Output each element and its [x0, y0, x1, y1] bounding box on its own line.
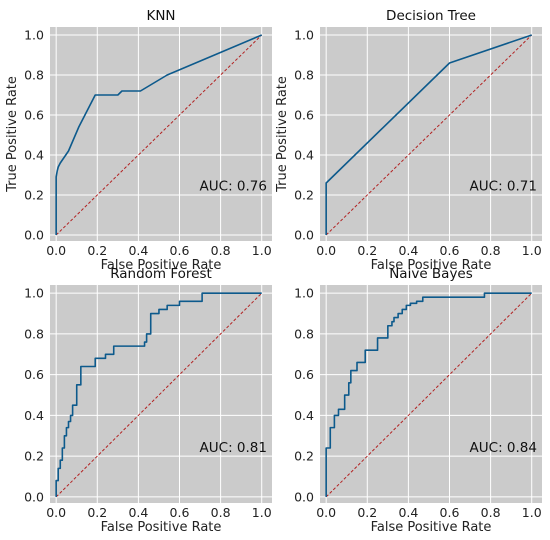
knn-y-tick-label: 0.8	[24, 68, 44, 83]
decision-tree-y-tick-label: 0.0	[294, 228, 314, 243]
knn-panel: 0.0 0.2 0.4 0.6 0.8 1.0 0.0 0.2 0.4 0.6 0.8 1.0 KNN F…	[5, 8, 272, 273]
knn-title: KNN	[146, 8, 175, 24]
random-forest-x-tick-label: 0.0	[46, 505, 66, 520]
decision-tree-x-tick-label: 0.0	[316, 243, 336, 258]
naive-bayes-x-axis-label: False Positive Rate	[371, 520, 492, 535]
naive-bayes-x-tick-label: 1.0	[522, 505, 542, 520]
random-forest-title: Random Forest	[110, 266, 212, 282]
naive-bayes-panel: 0.0 0.2 0.4 0.6 0.8 1.0 0.0 0.2 0.4 0.6 0.8 1.0 Naiv…	[294, 266, 542, 535]
knn-y-tick-label: 0.2	[24, 188, 44, 203]
decision-tree-y-tick-label: 0.4	[294, 148, 314, 163]
decision-tree-title: Decision Tree	[386, 8, 476, 24]
random-forest-x-tick-label: 0.4	[128, 505, 148, 520]
random-forest-x-tick-label: 0.8	[211, 505, 231, 520]
knn-y-tick-label: 0.6	[24, 108, 44, 123]
knn-x-tick-label: 0.6	[170, 243, 190, 258]
decision-tree-x-tick-label: 0.8	[481, 243, 501, 258]
naive-bayes-y-tick-label: 0.2	[294, 449, 314, 464]
naive-bayes-diagonal-line	[325, 292, 533, 498]
knn-y-axis-label: True Positive Rate	[5, 76, 20, 193]
naive-bayes-roc-curve	[325, 292, 532, 497]
naive-bayes-plot-area	[320, 285, 542, 503]
decision-tree-x-tick-label: 0.6	[440, 243, 460, 258]
naive-bayes-y-tick-label: 0.6	[294, 367, 314, 382]
random-forest-y-tick-label: 0.2	[24, 449, 44, 464]
naive-bayes-y-tick-label: 1.0	[294, 286, 314, 301]
knn-y-tick-label: 0.0	[24, 228, 44, 243]
naive-bayes-y-tick-label: 0.8	[294, 326, 314, 341]
naive-bayes-x-tick-label: 0.2	[357, 505, 377, 520]
decision-tree-auc-label: AUC: 0.71	[470, 179, 537, 195]
decision-tree-panel: 0.0 0.2 0.4 0.6 0.8 1.0 0.0 0.2 0.4 0.6 0.8 1.0 Deci…	[275, 8, 542, 273]
decision-tree-diagonal-line	[325, 34, 533, 236]
random-forest-y-tick-label: 1.0	[24, 286, 44, 301]
knn-y-tick-label: 0.4	[24, 148, 44, 163]
random-forest-auc-label: AUC: 0.81	[200, 440, 267, 456]
decision-tree-y-tick-label: 0.2	[294, 188, 314, 203]
decision-tree-y-tick-label: 0.6	[294, 108, 314, 123]
random-forest-panel: 0.0 0.2 0.4 0.6 0.8 1.0 0.0 0.2 0.4 0.6 0.8 1.0 Rand…	[24, 266, 272, 535]
random-forest-x-tick-label: 1.0	[252, 505, 272, 520]
random-forest-x-tick-label: 0.2	[87, 505, 107, 520]
decision-tree-y-tick-label: 0.8	[294, 68, 314, 83]
naive-bayes-x-tick-label: 0.4	[398, 505, 418, 520]
knn-x-tick-label: 0.4	[128, 243, 148, 258]
decision-tree-x-tick-label: 0.2	[357, 243, 377, 258]
naive-bayes-x-tick-label: 0.8	[481, 505, 501, 520]
knn-auc-label: AUC: 0.76	[200, 179, 267, 195]
random-forest-y-tick-label: 0.6	[24, 367, 44, 382]
random-forest-y-tick-label: 0.8	[24, 326, 44, 341]
random-forest-plot-area	[50, 285, 272, 503]
knn-diagonal-line	[55, 34, 263, 236]
random-forest-roc-curve	[55, 292, 262, 497]
naive-bayes-y-tick-label: 0.4	[294, 408, 314, 423]
knn-x-tick-label: 0.0	[46, 243, 66, 258]
random-forest-y-tick-label: 0.0	[24, 489, 44, 504]
random-forest-x-axis-label: False Positive Rate	[101, 520, 222, 535]
knn-x-tick-label: 1.0	[252, 243, 272, 258]
decision-tree-roc-curve	[325, 34, 532, 235]
naive-bayes-y-tick-label: 0.0	[294, 489, 314, 504]
decision-tree-x-tick-label: 1.0	[522, 243, 542, 258]
knn-x-tick-label: 0.2	[87, 243, 107, 258]
knn-x-axis-label: False Positive Rate	[101, 258, 222, 273]
naive-bayes-x-tick-label: 0.6	[440, 505, 460, 520]
knn-y-tick-label: 1.0	[24, 28, 44, 43]
decision-tree-y-axis-label: True Positive Rate	[275, 76, 290, 193]
decision-tree-x-axis-label: False Positive Rate	[371, 258, 492, 273]
random-forest-y-tick-label: 0.4	[24, 408, 44, 423]
naive-bayes-x-tick-label: 0.0	[316, 505, 336, 520]
naive-bayes-auc-label: AUC: 0.84	[470, 440, 537, 456]
random-forest-diagonal-line	[55, 292, 263, 498]
knn-roc-curve	[55, 34, 263, 235]
knn-x-tick-label: 0.8	[211, 243, 231, 258]
random-forest-x-tick-label: 0.6	[170, 505, 190, 520]
naive-bayes-title: Naive Bayes	[389, 266, 473, 282]
decision-tree-y-tick-label: 1.0	[294, 28, 314, 43]
decision-tree-x-tick-label: 0.4	[398, 243, 418, 258]
